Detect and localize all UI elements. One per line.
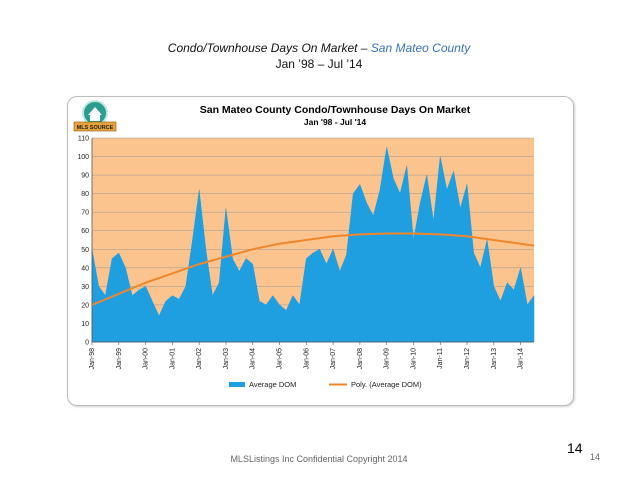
x-tick-label: Jan-01 — [169, 348, 176, 370]
x-tick-label: Jan-05 — [277, 348, 284, 370]
legend-label-poly: Poly. (Average DOM) — [351, 380, 422, 389]
x-tick-label: Jan-13 — [491, 348, 498, 370]
legend-swatch-average-dom — [229, 382, 245, 387]
x-tick-label: Jan-09 — [384, 348, 391, 370]
x-tick-label: Jan-07 — [330, 348, 337, 370]
x-tick-label: Jan-06 — [303, 348, 310, 370]
x-tick-label: Jan-99 — [116, 348, 123, 370]
x-tick-labels: Jan-98 Jan-99 Jan-00 Jan-01 Jan-02 Jan-03 Jan-… — [89, 342, 525, 369]
y-tick-label: 40 — [81, 265, 89, 272]
logo-house-shape — [88, 107, 102, 121]
mls-source-logo: MLS SOURCE — [73, 100, 117, 132]
y-tick-label: 50 — [81, 247, 89, 254]
y-tick-label: 20 — [81, 302, 89, 309]
slide-title-separator: – — [357, 41, 371, 55]
days-on-market-chart: MLS SOURCE San Mateo County Condo/Townho… — [73, 100, 535, 389]
x-tick-label: Jan-03 — [223, 348, 230, 370]
y-tick-label: 10 — [81, 321, 89, 328]
x-tick-label: Jan-04 — [250, 348, 257, 370]
footer-copyright: MLSListings Inc Confidential Copyright 2… — [230, 454, 408, 464]
x-tick-label: Jan-02 — [196, 348, 203, 370]
x-tick-label: Jan-98 — [89, 348, 96, 370]
slide-title-region: San Mateo County — [370, 41, 471, 55]
page-number-small: 14 — [590, 452, 601, 462]
y-tick-label: 30 — [81, 284, 89, 291]
y-tick-label: 110 — [78, 136, 89, 143]
x-tick-label: Jan-14 — [518, 348, 525, 370]
y-tick-label: 0 — [85, 340, 89, 347]
logo-banner — [73, 121, 117, 132]
chart-title: San Mateo County Condo/Townhouse Days On… — [200, 104, 471, 116]
x-tick-label: Jan-12 — [464, 348, 471, 370]
x-tick-label: Jan-00 — [143, 348, 150, 370]
poly-average-dom-line — [91, 232, 535, 306]
legend: Average DOM Poly. (Average DOM) — [229, 380, 422, 389]
y-tick-label: 100 — [77, 154, 89, 161]
x-tick-label: Jan-11 — [437, 348, 444, 369]
y-tick-label: 90 — [81, 173, 89, 180]
slide-title: Condo/Townhouse Days On Market – San Mat… — [0, 41, 638, 55]
x-tick-label: Jan-10 — [410, 348, 417, 370]
y-tick-labels: 0 10 20 30 40 50 60 70 80 90 100 110 — [77, 136, 89, 347]
y-tick-label: 70 — [81, 210, 89, 217]
y-tick-label: 60 — [81, 228, 89, 235]
average-dom-area — [91, 147, 535, 343]
y-tick-label: 80 — [81, 191, 89, 198]
chart-subtitle: Jan '98 - Jul '14 — [304, 117, 366, 127]
slide-subtitle: Jan ’98 – Jul ’14 — [275, 57, 363, 71]
legend-label-average-dom: Average DOM — [249, 380, 296, 389]
x-tick-label: Jan-08 — [357, 348, 364, 370]
page-number: 14 — [567, 440, 583, 456]
logo-text: MLS SOURCE — [77, 125, 114, 131]
slide-title-main: Condo/Townhouse Days On Market — [167, 41, 358, 55]
